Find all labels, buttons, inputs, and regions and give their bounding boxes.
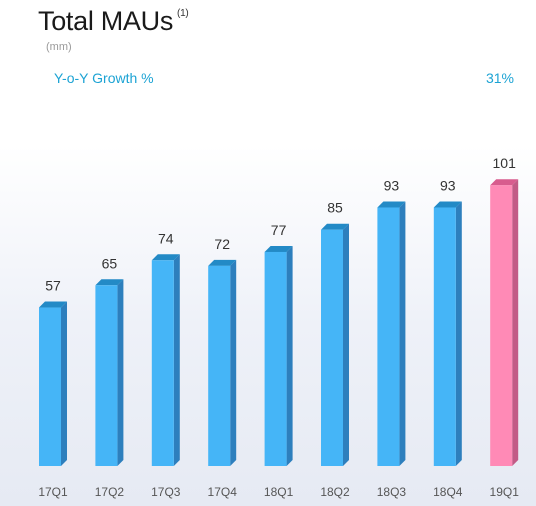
x-tick-label: 18Q3	[377, 485, 407, 499]
growth-label: Y-o-Y Growth %	[54, 70, 154, 86]
bar-19Q1	[490, 179, 519, 466]
x-tick-label: 19Q1	[490, 485, 520, 499]
bar-top	[208, 259, 237, 266]
bar-18Q4	[433, 201, 462, 466]
x-tick-label: 17Q4	[208, 485, 238, 499]
bar-top	[151, 254, 180, 261]
bar-side	[399, 201, 406, 466]
bar-side	[455, 201, 462, 466]
bar-front	[321, 229, 343, 466]
bar-top	[264, 245, 293, 252]
bar-17Q4	[208, 259, 237, 466]
bar-18Q2	[321, 223, 349, 466]
bar-front	[433, 207, 456, 466]
bar-side	[117, 279, 124, 466]
data-label: 85	[327, 200, 343, 216]
title-text: Total MAUs	[38, 6, 174, 36]
bar-17Q1	[39, 301, 67, 466]
bar-17Q3	[151, 254, 180, 466]
bar-front	[377, 207, 400, 466]
bar-top	[433, 201, 462, 208]
x-tick-label: 17Q2	[95, 485, 125, 499]
bar-front	[264, 251, 287, 466]
bar-front	[208, 265, 231, 466]
bar-top	[377, 201, 406, 208]
data-label: 77	[271, 222, 287, 238]
x-tick-label: 18Q2	[320, 485, 350, 499]
data-label: 74	[158, 230, 174, 246]
x-tick-label: 18Q4	[433, 485, 463, 499]
bar-top	[95, 279, 124, 286]
bar-side	[286, 245, 293, 466]
data-label: 57	[45, 278, 61, 294]
bar-front	[95, 285, 118, 466]
data-label: 65	[102, 255, 118, 271]
bar-side	[230, 259, 237, 466]
bar-front	[490, 185, 513, 466]
x-tick-label: 17Q1	[38, 485, 68, 499]
unit-label: (mm)	[46, 41, 72, 53]
bar-top	[490, 179, 519, 186]
bar-17Q2	[95, 279, 124, 466]
data-label: 93	[440, 177, 456, 193]
title-footnote: (1)	[177, 8, 189, 19]
bar-18Q1	[264, 245, 293, 466]
bar-top	[321, 223, 349, 230]
page-title: Total MAUs (1)	[38, 6, 189, 37]
data-label: 72	[214, 236, 230, 252]
x-tick-label: 17Q3	[151, 485, 181, 499]
bar-front	[39, 307, 61, 466]
bar-top	[39, 301, 67, 308]
bar-side	[61, 301, 67, 466]
bar-side	[512, 179, 519, 466]
bar-18Q3	[377, 201, 406, 466]
bar-front	[151, 260, 174, 466]
x-tick-label: 18Q1	[264, 485, 294, 499]
data-label: 101	[493, 155, 517, 171]
bar-side	[343, 223, 349, 466]
data-label: 93	[384, 177, 400, 193]
growth-value: 31%	[485, 70, 514, 86]
bar-side	[173, 254, 180, 466]
